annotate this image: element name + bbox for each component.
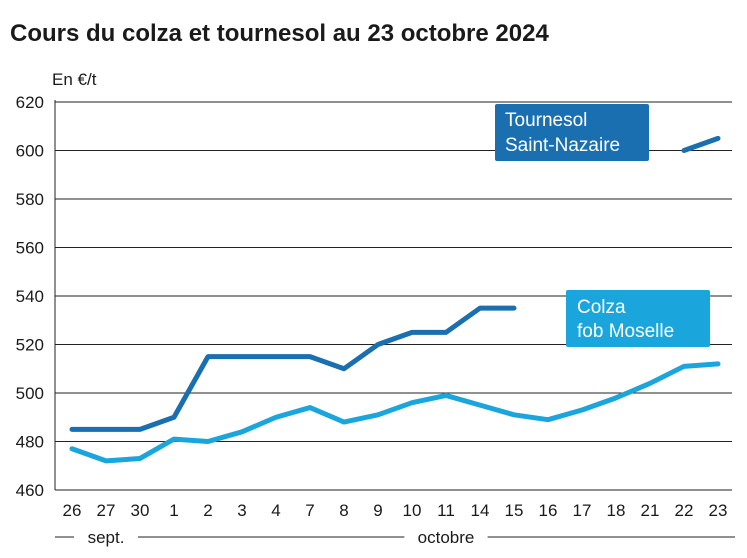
x-tick-label: 2: [203, 501, 212, 520]
x-tick-label: 1: [169, 501, 178, 520]
x-tick-label: 30: [131, 501, 150, 520]
legend-tournesol: Tournesol Saint-Nazaire: [495, 104, 649, 161]
x-axis-ticks: 26 27 30 1 2 3 4 7 8 9 10 11 14 15 16 17 18 21 22 23: [63, 501, 728, 520]
y-tick-label: 560: [16, 239, 44, 258]
y-tick-label: 460: [16, 481, 44, 500]
x-tick-label: 3: [237, 501, 246, 520]
legend-tournesol-box: [495, 104, 649, 161]
y-axis-ticks: 460 480 500 520 540 560 580 600 620: [16, 93, 44, 500]
legend-colza-line1: Colza: [577, 297, 626, 318]
y-tick-label: 620: [16, 93, 44, 112]
legend-colza-box: [566, 290, 710, 347]
y-tick-label: 520: [16, 336, 44, 355]
x-tick-label: 4: [271, 501, 280, 520]
x-tick-label: 26: [63, 501, 82, 520]
x-tick-label: 14: [471, 501, 490, 520]
x-tick-label: 21: [641, 501, 660, 520]
x-tick-label: 9: [373, 501, 382, 520]
legend-colza: Colza fob Moselle: [566, 290, 710, 347]
y-tick-label: 480: [16, 433, 44, 452]
x-tick-label: 15: [505, 501, 524, 520]
legend-tournesol-line1: Tournesol: [505, 110, 587, 131]
month-groups: sept. octobre: [55, 528, 735, 547]
y-tick-label: 540: [16, 287, 44, 306]
x-tick-label: 10: [403, 501, 422, 520]
y-tick-label: 580: [16, 190, 44, 209]
legend-tournesol-line2: Saint-Nazaire: [505, 135, 620, 156]
series-lines: [69, 135, 721, 464]
x-tick-label: 27: [97, 501, 116, 520]
x-tick-label: 11: [437, 501, 455, 520]
x-tick-label: 18: [607, 501, 626, 520]
month-label: octobre: [418, 528, 475, 547]
series-line: [69, 361, 721, 464]
x-tick-label: 16: [539, 501, 558, 520]
x-tick-label: 8: [339, 501, 348, 520]
x-tick-label: 23: [709, 501, 728, 520]
legend-colza-line2: fob Moselle: [577, 321, 674, 342]
month-label: sept.: [88, 528, 125, 547]
series-line: [69, 305, 517, 432]
y-tick-label: 600: [16, 142, 44, 161]
x-tick-label: 7: [305, 501, 314, 520]
x-tick-label: 17: [573, 501, 592, 520]
y-tick-label: 500: [16, 384, 44, 403]
y-axis-unit: En €/t: [52, 70, 97, 89]
series-line: [681, 135, 721, 153]
x-tick-label: 22: [675, 501, 694, 520]
chart-title: Cours du colza et tournesol au 23 octobr…: [10, 20, 549, 47]
